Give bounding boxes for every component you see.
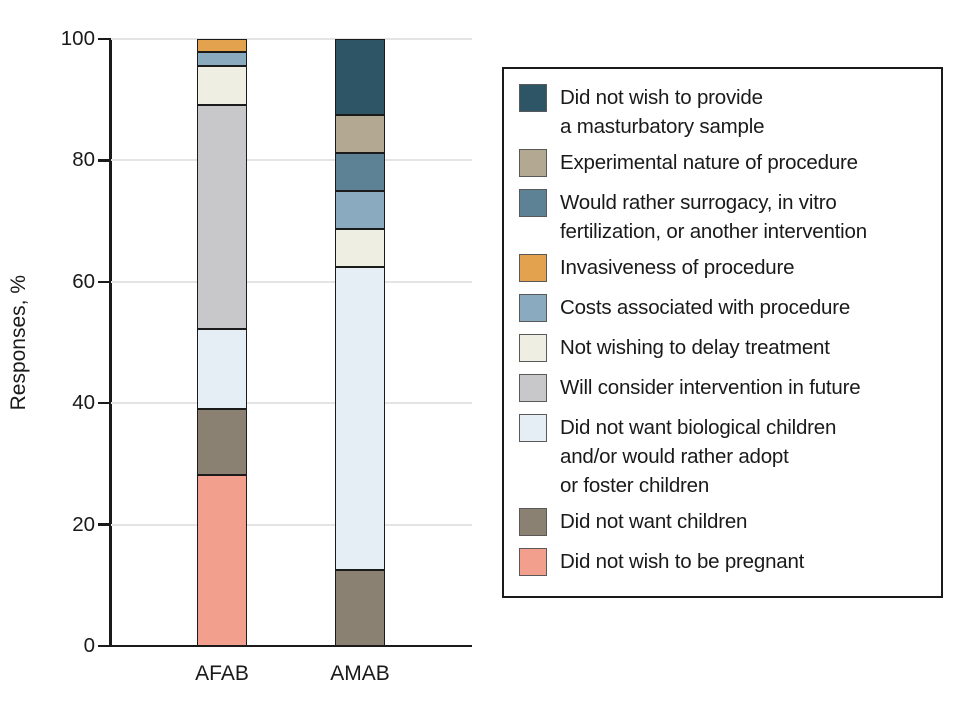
legend-label: Did not wish to provide a masturbatory sa…: [560, 83, 765, 141]
legend-swatch: [519, 547, 547, 576]
x-category-label-amab: AMAB: [330, 662, 390, 685]
legend-label: Did not want biological children and/or w…: [560, 413, 836, 500]
bar-segment: [335, 228, 385, 267]
y-tick-label-0: 0: [83, 634, 95, 657]
legend-swatch: [519, 148, 547, 177]
bar-segment: [335, 190, 385, 229]
gridline-20: [111, 523, 472, 526]
legend-swatch: [519, 253, 547, 282]
y-tick-label-40: 40: [72, 391, 95, 415]
y-axis-title-text: Responses, %: [7, 274, 30, 411]
legend-label: Did not wish to be pregnant: [560, 547, 804, 576]
legend-label-line: fertilization, or another intervention: [560, 220, 867, 243]
legend-label-line: or foster children: [560, 474, 710, 497]
bar-amab: [335, 39, 385, 646]
x-category-label-afab: AFAB: [195, 662, 249, 685]
legend-label-line: and/or would rather adopt: [560, 445, 789, 468]
x-axis-line: [98, 644, 472, 647]
legend-label: Would rather surrogacy, in vitro fertiliz…: [560, 188, 867, 246]
bar-afab: [197, 39, 247, 646]
gridline-80: [111, 159, 472, 162]
y-tick-80: [98, 159, 110, 162]
bar-segment: [197, 65, 247, 106]
y-axis-title: Responses, %: [4, 39, 34, 646]
legend-item: Experimental nature of procedure: [519, 148, 931, 177]
legend-item: Not wishing to delay treatment: [519, 333, 931, 362]
bar-segment: [197, 52, 247, 66]
legend-label-line: Did not want biological children: [560, 416, 837, 439]
bar-segment: [197, 328, 247, 409]
y-tick-60: [98, 280, 110, 284]
gridline-40: [111, 402, 472, 405]
bar-segment: [197, 474, 247, 646]
legend-item: Did not wish to be pregnant: [519, 547, 931, 576]
legend-item: Costs associated with procedure: [519, 293, 931, 322]
legend-item: Invasiveness of procedure: [519, 253, 931, 282]
legend-item: Would rather surrogacy, in vitro fertiliz…: [519, 188, 931, 246]
legend-label: Not wishing to delay treatment: [560, 333, 830, 362]
legend-item: Did not wish to provide a masturbatory sa…: [519, 83, 931, 141]
legend-label: Costs associated with procedure: [560, 293, 850, 322]
legend-label: Invasiveness of procedure: [560, 253, 795, 282]
y-tick-label-80: 80: [72, 148, 95, 172]
legend-item: Did not want children: [519, 507, 931, 536]
legend-label-line: Costs associated with procedure: [560, 296, 851, 319]
y-tick-40: [98, 401, 110, 405]
legend-label-line: Experimental nature of procedure: [560, 151, 858, 174]
legend-swatch: [519, 333, 547, 362]
legend-swatch: [519, 413, 547, 442]
bar-segment: [335, 114, 385, 153]
y-tick-label-100: 100: [60, 27, 95, 50]
legend-label-line: Did not wish to be pregnant: [560, 550, 805, 573]
y-tick-label-20: 20: [72, 512, 95, 536]
legend-item: Did not want biological children and/or w…: [519, 413, 931, 500]
legend: Did not wish to provide a masturbatory sa…: [502, 67, 943, 598]
legend-swatch: [519, 507, 547, 536]
bar-segment: [335, 266, 385, 571]
legend-label: Did not want children: [560, 507, 747, 536]
legend-item: Will consider intervention in future: [519, 373, 931, 402]
bar-segment: [335, 39, 385, 115]
legend-label-line: Invasiveness of procedure: [560, 256, 795, 279]
legend-label: Will consider intervention in future: [560, 373, 861, 402]
legend-label-line: Would rather surrogacy, in vitro: [560, 191, 837, 214]
legend-label-line: a masturbatory sample: [560, 115, 765, 138]
legend-label: Experimental nature of procedure: [560, 148, 858, 177]
y-tick-100: [98, 37, 110, 41]
y-axis-line: [109, 38, 112, 646]
bar-segment: [335, 152, 385, 191]
legend-label-line: Will consider intervention in future: [560, 376, 861, 399]
legend-label-line: Did not want children: [560, 510, 748, 533]
legend-label-line: Did not wish to provide: [560, 86, 763, 109]
bar-segment: [197, 408, 247, 475]
bar-segment: [335, 570, 385, 646]
y-tick-20: [98, 523, 110, 526]
legend-swatch: [519, 188, 547, 217]
bar-segment: [197, 39, 247, 53]
y-tick-label-60: 60: [72, 269, 95, 293]
gridline-100: [111, 38, 472, 40]
gridline-60: [111, 280, 472, 283]
legend-swatch: [519, 373, 547, 402]
bar-segment: [197, 105, 247, 329]
legend-swatch: [519, 293, 547, 322]
legend-swatch: [519, 83, 547, 112]
legend-label-line: Not wishing to delay treatment: [560, 336, 830, 359]
